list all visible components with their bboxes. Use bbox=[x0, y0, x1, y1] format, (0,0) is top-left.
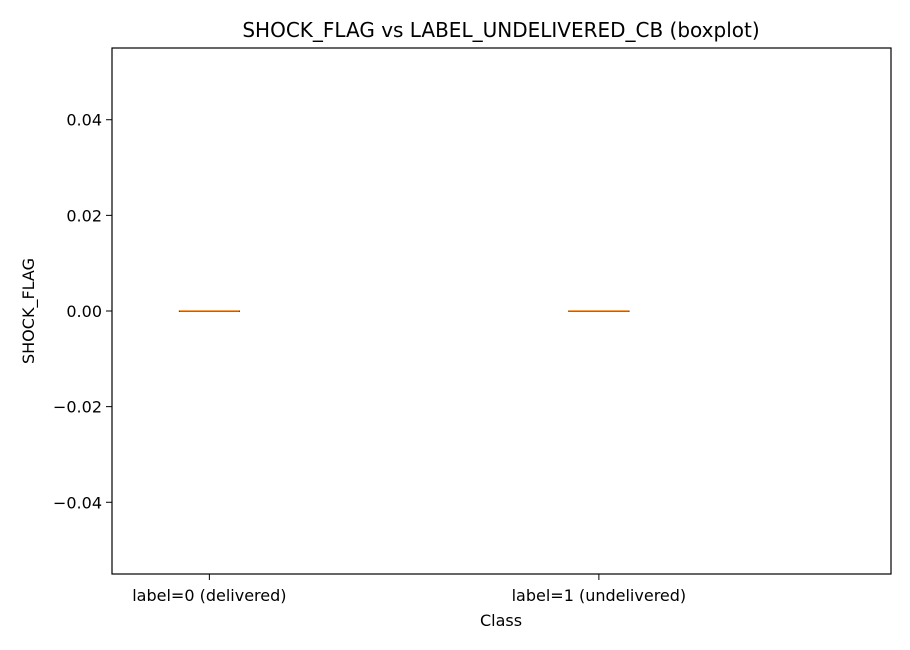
chart-title: SHOCK_FLAG vs LABEL_UNDELIVERED_CB (boxp… bbox=[242, 18, 759, 42]
y-tick-label: 0.02 bbox=[66, 206, 102, 225]
x-axis: label=0 (delivered) label=1 (undelivered) bbox=[132, 574, 686, 605]
x-axis-label: Class bbox=[480, 611, 522, 630]
y-tick-label: 0.04 bbox=[66, 111, 102, 130]
y-axis-label: SHOCK_FLAG bbox=[19, 258, 39, 364]
plot-area bbox=[178, 310, 630, 312]
y-tick-label: −0.04 bbox=[53, 493, 102, 512]
x-tick-label: label=1 (undelivered) bbox=[512, 586, 687, 605]
box-group bbox=[568, 310, 630, 312]
box-group bbox=[178, 310, 240, 312]
x-tick-label: label=0 (delivered) bbox=[132, 586, 286, 605]
y-tick-label: −0.02 bbox=[53, 398, 102, 417]
y-axis: −0.04 −0.02 0.00 0.02 0.04 bbox=[53, 111, 112, 512]
y-tick-label: 0.00 bbox=[66, 302, 102, 321]
